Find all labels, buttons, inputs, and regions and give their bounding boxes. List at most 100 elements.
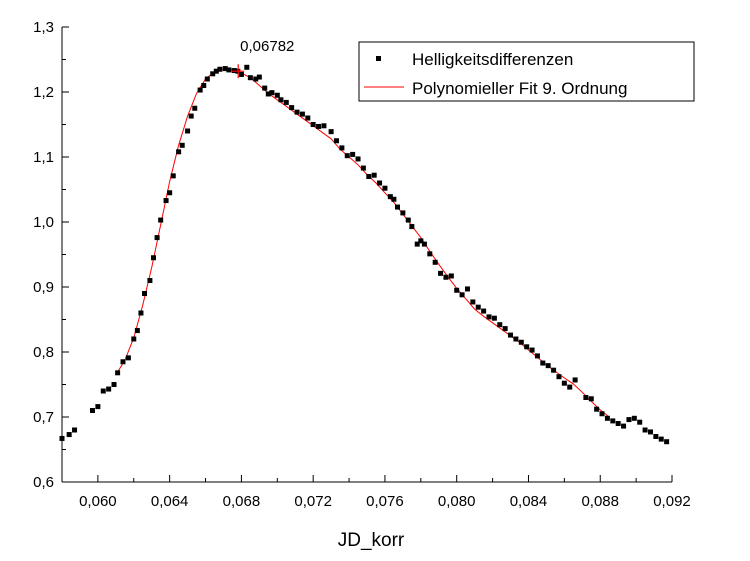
data-point	[524, 344, 530, 350]
data-point	[100, 388, 106, 394]
data-point	[621, 423, 627, 429]
data-point	[400, 210, 406, 216]
legend-label: Helligkeitsdifferenzen	[412, 50, 573, 69]
data-point	[283, 99, 289, 105]
data-point	[594, 406, 600, 412]
data-point	[534, 353, 540, 359]
data-point	[274, 92, 280, 98]
legend-swatch-points	[376, 56, 381, 61]
data-point	[256, 74, 262, 80]
data-point	[518, 339, 524, 345]
data-point	[305, 115, 311, 121]
data-point	[154, 235, 160, 241]
data-point	[66, 432, 72, 438]
data-point	[432, 259, 438, 265]
data-point	[604, 415, 610, 421]
data-point	[253, 76, 259, 82]
data-point	[95, 404, 101, 410]
x-tick-label: 0,060	[79, 493, 117, 510]
data-point	[147, 278, 153, 283]
legend-label: Polynomieller Fit 9. Ordnung	[412, 79, 627, 98]
data-point	[111, 382, 117, 387]
data-point	[197, 87, 203, 93]
data-point	[344, 153, 350, 159]
data-point	[231, 68, 237, 74]
x-tick-label: 0,072	[294, 493, 332, 510]
data-point	[556, 374, 562, 380]
y-tick-label: 1,0	[33, 214, 54, 231]
data-point	[443, 274, 449, 280]
y-tick-label: 0,9	[33, 279, 54, 296]
y-tick-label: 0,8	[33, 344, 54, 361]
data-point	[328, 129, 334, 135]
legend-box	[358, 41, 695, 102]
data-point	[339, 145, 345, 151]
data-point	[299, 111, 305, 117]
data-point	[626, 417, 632, 423]
data-point	[244, 64, 250, 70]
data-point	[486, 314, 492, 320]
data-point	[131, 336, 137, 342]
x-tick-label: 0,080	[438, 493, 476, 510]
data-point	[475, 304, 481, 310]
x-tick-label: 0,064	[151, 493, 189, 510]
data-point	[653, 434, 659, 439]
data-point	[642, 427, 648, 433]
data-point	[170, 173, 176, 179]
data-point	[508, 332, 514, 338]
data-point	[179, 142, 185, 148]
data-point	[321, 123, 327, 129]
data-point	[210, 71, 216, 77]
y-tick-label: 0,7	[33, 409, 54, 426]
y-tick-label: 1,1	[33, 149, 54, 166]
data-point	[567, 384, 573, 390]
data-point	[529, 347, 535, 353]
data-point	[262, 85, 268, 91]
data-point	[637, 419, 643, 425]
x-tick-label: 0,092	[653, 493, 691, 510]
data-point	[125, 355, 131, 361]
x-tick-label: 0,068	[223, 493, 261, 510]
data-point	[497, 322, 503, 328]
data-point	[120, 359, 126, 365]
data-point	[448, 273, 454, 279]
data-point	[90, 408, 95, 413]
data-point	[481, 308, 487, 314]
data-point	[366, 174, 372, 179]
data-point	[115, 370, 121, 376]
data-point	[269, 90, 275, 96]
data-point	[226, 67, 232, 73]
fit-curve	[115, 68, 610, 418]
data-point	[599, 411, 605, 417]
data-point	[158, 217, 164, 223]
data-point	[350, 151, 356, 157]
data-point	[459, 292, 465, 298]
x-axis-ticks: 0,060 0,064 0,068 0,072 0,076 0,080 0,084 0,088…	[61, 475, 691, 510]
legend: Helligkeitsdifferenzen Polynomieller Fit …	[358, 41, 695, 102]
data-point	[545, 363, 551, 369]
x-axis-title: JD_korr	[338, 530, 405, 551]
data-point	[294, 109, 300, 115]
data-point	[427, 251, 433, 257]
data-point	[238, 71, 244, 77]
data-point	[188, 113, 194, 119]
data-point	[59, 435, 65, 441]
data-point	[355, 156, 361, 162]
x-tick-label: 0,088	[581, 493, 619, 510]
data-point	[185, 128, 191, 134]
data-point	[265, 91, 271, 97]
data-point	[201, 83, 207, 88]
y-tick-label: 0,6	[33, 474, 54, 491]
data-point	[360, 165, 366, 171]
data-point	[163, 198, 169, 204]
data-point	[334, 138, 339, 144]
data-point	[387, 194, 393, 200]
data-point	[151, 255, 156, 261]
data-point	[138, 310, 144, 316]
data-point	[106, 386, 112, 392]
data-point	[72, 427, 78, 433]
data-point	[395, 204, 400, 210]
fit-line	[115, 68, 610, 418]
data-point	[588, 396, 594, 402]
